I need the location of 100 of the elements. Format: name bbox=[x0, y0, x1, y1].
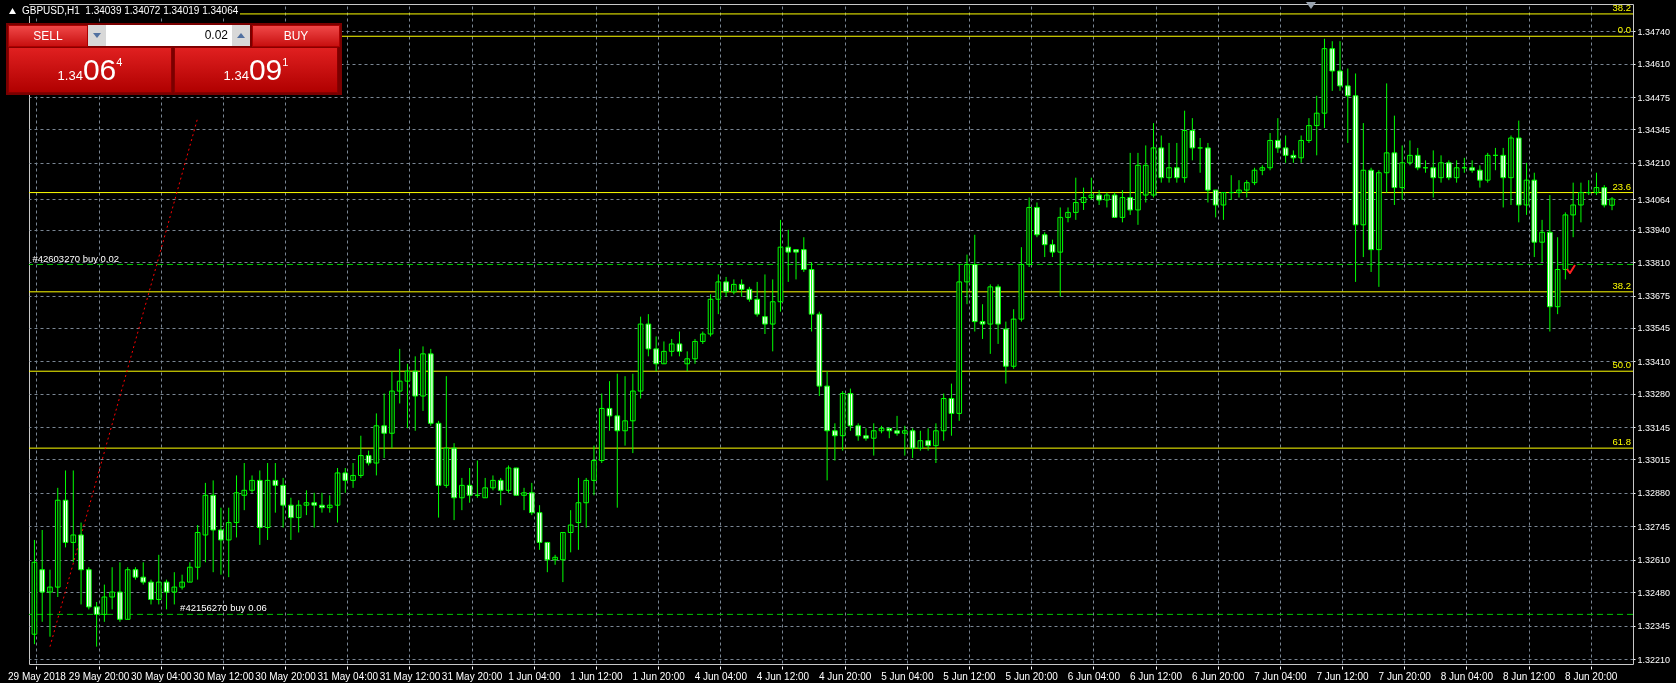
x-tick-label: 31 May 12:00 bbox=[379, 670, 441, 682]
candlestick bbox=[1041, 231, 1048, 258]
x-tick-label: 7 Jun 12:00 bbox=[1316, 670, 1370, 682]
candlestick bbox=[754, 281, 760, 318]
annotation: SELL bbox=[8, 25, 88, 47]
x-tick-label: 6 Jun 20:00 bbox=[1192, 670, 1245, 682]
chart-title: GBPUSD,H1 1.34039 1.34072 1.34019 1.34064 bbox=[20, 5, 241, 16]
candlestick bbox=[1601, 184, 1608, 208]
x-tick-label: 30 May 04:00 bbox=[130, 670, 193, 682]
candlestick bbox=[684, 350, 691, 372]
candlestick bbox=[769, 278, 776, 352]
x-tick-label: 7 Jun 20:00 bbox=[1378, 670, 1432, 682]
candlestick bbox=[1453, 159, 1460, 184]
y-tick-label: 1.33810 bbox=[1637, 257, 1671, 268]
y-tick-label: 1.34740 bbox=[1637, 26, 1671, 37]
y-tick-label: 1.33145 bbox=[1637, 422, 1671, 433]
annotation: 23.6 bbox=[1612, 180, 1631, 192]
x-tick-label: 1 Jun 20:00 bbox=[632, 670, 686, 682]
candlestick bbox=[1515, 120, 1522, 223]
candlestick bbox=[1158, 135, 1165, 184]
y-tick-label: 1.32480 bbox=[1637, 587, 1671, 598]
candlestick bbox=[311, 492, 318, 529]
candlestick bbox=[412, 355, 419, 432]
annotation: BUY bbox=[252, 25, 340, 47]
y-tick-label: 1.32745 bbox=[1637, 521, 1671, 532]
x-tick-label: 31 May 20:00 bbox=[441, 670, 503, 682]
annotation: 1.3406$^{4}$ bbox=[57, 53, 123, 86]
candlestick bbox=[466, 467, 473, 504]
candlestick bbox=[1484, 152, 1491, 184]
x-tick-label: 5 Jun 04:00 bbox=[881, 670, 934, 682]
x-tick-label: 8 Jun 04:00 bbox=[1440, 670, 1494, 682]
y-tick-label: 1.34064 bbox=[1637, 194, 1671, 205]
candlestick bbox=[1430, 149, 1437, 199]
candlestick bbox=[528, 482, 535, 516]
candlestick bbox=[1173, 142, 1180, 184]
candlestick bbox=[482, 477, 489, 499]
candlestick bbox=[614, 373, 621, 509]
x-tick-label: 8 Jun 20:00 bbox=[1565, 670, 1618, 682]
candlestick bbox=[1142, 144, 1149, 203]
candlestick bbox=[1243, 179, 1250, 199]
y-tick-label: 1.34610 bbox=[1637, 59, 1671, 70]
annotation: 61.8 bbox=[1612, 436, 1631, 448]
candlestick bbox=[513, 467, 520, 496]
x-tick-label: 30 May 20:00 bbox=[255, 670, 317, 682]
annotation: 1.3409$^{1}$ bbox=[223, 53, 289, 86]
candlestick bbox=[575, 477, 582, 551]
annotation: 0.02 bbox=[106, 25, 232, 46]
y-tick-label: 1.33940 bbox=[1637, 225, 1671, 236]
candlestick bbox=[1057, 206, 1064, 298]
x-tick-label: 7 Jun 04:00 bbox=[1254, 670, 1307, 682]
candlestick bbox=[902, 425, 908, 457]
candlestick bbox=[241, 462, 248, 511]
y-tick-label: 1.33675 bbox=[1637, 291, 1671, 302]
candlestick bbox=[870, 422, 877, 457]
candlestick bbox=[699, 331, 706, 345]
candlestick bbox=[1072, 177, 1079, 221]
x-tick-label: 4 Jun 12:00 bbox=[756, 670, 810, 682]
candlestick bbox=[1344, 68, 1351, 144]
candlestick bbox=[1399, 144, 1406, 201]
y-tick-label: 1.33410 bbox=[1637, 356, 1671, 367]
y-tick-label: 1.34345 bbox=[1637, 124, 1671, 135]
x-tick-label: 1 Jun 12:00 bbox=[570, 670, 624, 682]
annotation: 38.2 bbox=[1612, 279, 1631, 291]
x-tick-label: 5 Jun 20:00 bbox=[1005, 670, 1059, 682]
candlestick bbox=[1593, 172, 1600, 196]
candlestick bbox=[1329, 40, 1336, 92]
y-tick-label: 1.32880 bbox=[1637, 488, 1671, 499]
y-tick-label: 1.32345 bbox=[1637, 621, 1671, 632]
annotation: 0.0 bbox=[1617, 24, 1631, 36]
x-tick-label: 8 Jun 12:00 bbox=[1502, 670, 1556, 682]
y-tick-label: 1.34210 bbox=[1637, 158, 1671, 169]
ref-line-label: #42156270 buy 0.06 bbox=[180, 602, 267, 614]
y-tick-label: 1.34475 bbox=[1637, 92, 1671, 103]
x-tick-label: 4 Jun 04:00 bbox=[694, 670, 748, 682]
candlestick bbox=[39, 529, 46, 623]
candlestick bbox=[1127, 152, 1134, 216]
x-tick-label: 4 Jun 20:00 bbox=[819, 670, 872, 682]
candlestick bbox=[793, 249, 799, 280]
x-tick-label: 29 May 2018 bbox=[8, 670, 67, 682]
x-tick-label: 29 May 20:00 bbox=[68, 670, 130, 682]
x-tick-label: 30 May 12:00 bbox=[193, 670, 255, 682]
x-tick-label: 1 Jun 04:00 bbox=[508, 670, 561, 682]
candlestick bbox=[140, 561, 147, 586]
candlestick bbox=[1445, 159, 1452, 181]
x-tick-label: 31 May 04:00 bbox=[317, 670, 379, 682]
y-tick-label: 1.32210 bbox=[1637, 654, 1671, 665]
x-tick-label: 6 Jun 12:00 bbox=[1129, 670, 1183, 682]
candlestick bbox=[210, 479, 217, 573]
candlestick bbox=[358, 435, 364, 479]
y-tick-label: 1.33545 bbox=[1637, 323, 1671, 334]
candlestick bbox=[855, 422, 862, 442]
y-tick-label: 1.32610 bbox=[1637, 555, 1671, 566]
ref-line-label: #42603270 buy 0.02 bbox=[32, 252, 120, 264]
candlestick bbox=[86, 566, 92, 610]
x-tick-label: 5 Jun 12:00 bbox=[943, 670, 997, 682]
candlestick bbox=[1570, 182, 1576, 238]
candlestick bbox=[785, 229, 792, 283]
candlestick bbox=[497, 477, 504, 506]
annotation: 38.2 bbox=[1612, 1, 1631, 13]
annotation: 50.0 bbox=[1612, 359, 1631, 371]
